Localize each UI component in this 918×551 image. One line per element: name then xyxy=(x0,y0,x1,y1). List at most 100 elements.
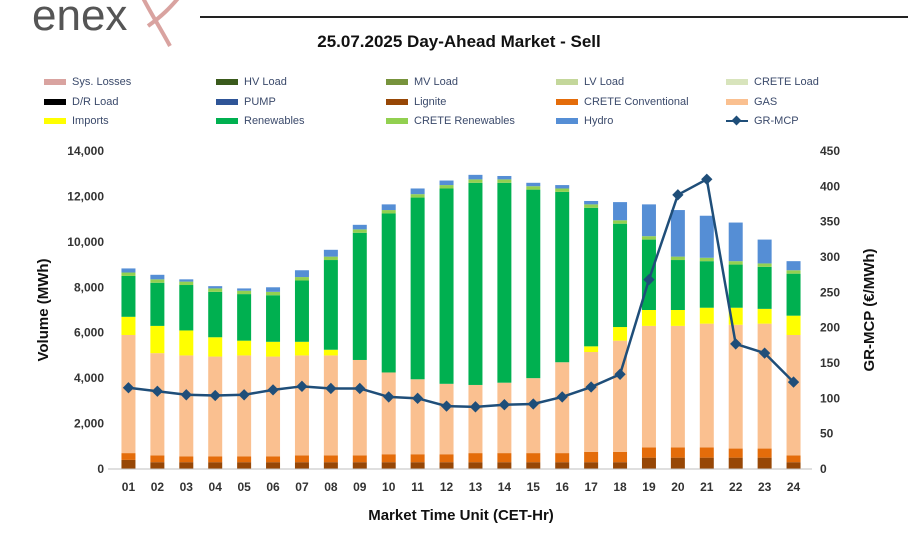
bar-segment-crete-renewables xyxy=(439,185,454,189)
x-tick-label: 03 xyxy=(180,480,194,494)
bar-segment-gas xyxy=(757,323,772,449)
bar-segment-hydro xyxy=(208,286,223,289)
legend-swatch xyxy=(386,79,408,86)
bar-segment-crete-renewables xyxy=(294,277,309,281)
bar-segment-crete-renewables xyxy=(208,288,223,292)
bar-segment-gas xyxy=(208,356,223,457)
bar-segment-crete-conventional xyxy=(497,453,512,463)
bar-segment-gas xyxy=(497,382,512,454)
mcp-point xyxy=(469,401,482,413)
bar-segment-crete-conventional xyxy=(323,455,338,463)
bar-segment-crete-conventional xyxy=(641,447,656,458)
legend-label: Lignite xyxy=(414,95,447,108)
bar-segment-gas xyxy=(670,325,685,448)
bar-segment-lignite xyxy=(439,462,454,469)
y-tick-label: 0 xyxy=(97,462,104,476)
bar-segment-hydro xyxy=(237,288,252,291)
bar-segment-lignite xyxy=(266,462,281,469)
bar-segment-crete-renewables xyxy=(468,179,483,183)
bar-segment-gas xyxy=(237,355,252,457)
header-rule xyxy=(200,16,908,18)
bar-segment-lignite xyxy=(208,462,223,469)
bar-segment-lignite xyxy=(670,457,685,469)
legend-swatch xyxy=(726,115,748,126)
legend-item-gr-mcp: GR-MCP xyxy=(726,115,799,127)
bar-segment-renewables xyxy=(468,182,483,385)
bar-segment-crete-renewables xyxy=(699,257,714,262)
mcp-point xyxy=(527,398,539,410)
x-tick-label: 19 xyxy=(642,480,656,494)
legend-item-imports: Imports xyxy=(44,115,109,127)
legend-item-crete-conventional: CRETE Conventional xyxy=(556,96,689,108)
bar-segment-gas xyxy=(121,334,136,454)
legend-item-lv-load: LV Load xyxy=(556,76,624,88)
y2-tick-label: 300 xyxy=(820,250,840,264)
bar-segment-crete-conventional xyxy=(468,453,483,463)
bar-segment-gas xyxy=(728,324,743,449)
bar-segment-lignite xyxy=(728,457,743,469)
bar-segment-hydro xyxy=(121,268,136,273)
bar-segment-lignite xyxy=(352,462,367,469)
bar-segment-crete-renewables xyxy=(670,256,685,261)
bar-segment-lignite xyxy=(323,462,338,469)
bar-segment-hydro xyxy=(670,210,685,257)
bar-segment-renewables xyxy=(410,197,425,380)
y-axis-label: Volume (MWh) xyxy=(35,258,52,361)
bar-segment-imports xyxy=(670,310,685,326)
bar-segment-crete-conventional xyxy=(526,453,541,463)
bar-segment-renewables xyxy=(526,189,541,379)
bar-segment-renewables xyxy=(728,264,743,308)
bar-segment-hydro xyxy=(555,185,570,189)
bar-segment-hydro xyxy=(468,174,483,180)
bar-segment-gas xyxy=(786,334,801,456)
legend-item-hydro: Hydro xyxy=(556,115,613,127)
bar-segment-crete-conventional xyxy=(208,456,223,463)
x-tick-label: 24 xyxy=(787,480,801,494)
bar-segment-crete-conventional xyxy=(670,447,685,458)
bar-segment-crete-conventional xyxy=(266,456,281,463)
bar-segment-hydro xyxy=(150,274,165,280)
x-tick-label: 23 xyxy=(758,480,772,494)
bar-segment-gas xyxy=(555,362,570,454)
bar-segment-crete-renewables xyxy=(237,290,252,295)
bar-segment-crete-renewables xyxy=(179,281,194,286)
bar-segment-crete-renewables xyxy=(266,291,281,296)
bar-segment-gas xyxy=(699,323,714,448)
bar-segment-crete-conventional xyxy=(381,454,396,463)
enex-logo: enex xyxy=(32,0,180,47)
mcp-point xyxy=(730,338,742,350)
legend-swatch xyxy=(386,98,408,105)
legend-label: Renewables xyxy=(244,115,305,127)
mcp-point xyxy=(701,173,713,185)
x-tick-label: 10 xyxy=(382,480,396,494)
bar-segment-lignite xyxy=(179,462,194,469)
bar-segment-crete-conventional xyxy=(584,451,599,463)
y-tick-label: 12,000 xyxy=(67,189,104,203)
bar-segment-crete-renewables xyxy=(150,279,165,283)
bar-segment-renewables xyxy=(208,291,223,338)
bar-segment-crete-conventional xyxy=(786,455,801,463)
bar-segment-gas xyxy=(294,355,309,456)
bar-segment-imports xyxy=(237,340,252,356)
bar-segment-crete-conventional xyxy=(237,456,252,463)
x-tick-label: 04 xyxy=(209,480,223,494)
bar-segment-hydro xyxy=(179,279,194,282)
bar-segment-crete-renewables xyxy=(497,179,512,183)
bar-segment-hydro xyxy=(757,239,772,264)
bar-segment-gas xyxy=(584,352,599,452)
legend-label: HV Load xyxy=(244,76,287,88)
legend-label: Sys. Losses xyxy=(72,76,132,88)
legend-label: Hydro xyxy=(584,115,614,127)
legend-swatch xyxy=(44,98,66,105)
bar-segment-lignite xyxy=(526,462,541,469)
bar-segment-crete-conventional xyxy=(757,448,772,458)
bar-segment-crete-conventional xyxy=(294,455,309,463)
y-tick-label: 6,000 xyxy=(74,326,104,340)
bar-segment-renewables xyxy=(670,260,685,310)
bar-segment-lignite xyxy=(555,462,570,469)
bar-segment-crete-renewables xyxy=(410,194,425,198)
bar-segment-crete-renewables xyxy=(641,236,656,240)
bar-segment-imports xyxy=(757,308,772,324)
x-tick-label: 16 xyxy=(556,480,570,494)
y2-tick-label: 50 xyxy=(820,427,834,441)
